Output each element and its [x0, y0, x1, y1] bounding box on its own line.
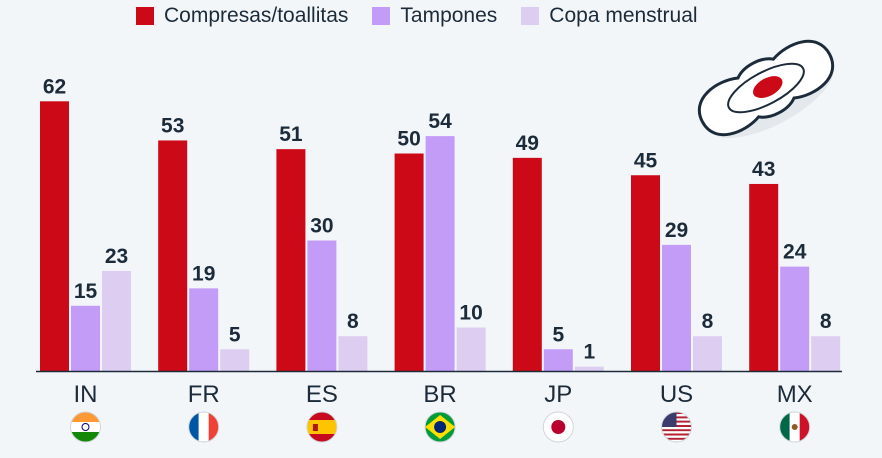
bar-compresas-in	[40, 101, 69, 372]
india-flag-icon	[70, 411, 101, 443]
bar-compresas-fr	[158, 140, 188, 371]
legend-label-copa: Copa menstrual	[549, 4, 698, 27]
bar-tampones-mx	[780, 266, 810, 371]
japan-flag-icon	[542, 411, 574, 443]
legend-label-compresas: Compresas/toallitas	[164, 4, 349, 27]
legend-swatch-compresas	[136, 7, 154, 25]
bar-tampones-jp	[543, 349, 573, 371]
bar-copa-jp	[574, 366, 604, 371]
legend-label-tampones: Tampones	[400, 4, 498, 27]
bar-compresas-mx	[749, 183, 779, 371]
category-label-us: US	[660, 381, 693, 408]
value-label-compresas-es: 51	[279, 123, 303, 146]
category-label-in: IN	[74, 381, 98, 408]
value-label-copa-in: 23	[105, 245, 128, 268]
legend-item-compresas: Compresas/toallitas	[136, 4, 348, 28]
mexico-flag-icon	[779, 411, 811, 443]
bar-tampones-br	[425, 136, 455, 371]
value-label-tampones-fr: 19	[192, 262, 215, 285]
bar-copa-us	[693, 336, 722, 371]
bar-copa-es	[338, 336, 368, 371]
value-label-copa-br: 10	[459, 302, 482, 325]
value-label-tampones-mx: 24	[783, 241, 807, 264]
brazil-flag-icon	[424, 411, 456, 443]
value-label-tampones-in: 15	[74, 280, 98, 303]
value-label-copa-jp: 1	[583, 341, 595, 364]
bar-copa-in	[102, 270, 131, 371]
value-label-tampones-es: 30	[310, 215, 333, 238]
value-label-copa-es: 8	[347, 310, 359, 333]
bar-compresas-us	[631, 175, 660, 371]
bar-tampones-in	[71, 305, 100, 371]
bar-copa-br	[456, 327, 486, 371]
category-label-jp: JP	[544, 381, 572, 408]
value-label-copa-fr: 5	[229, 323, 241, 346]
bar-tampones-es	[307, 240, 337, 371]
bar-compresas-jp	[512, 157, 542, 371]
value-label-compresas-in: 62	[43, 75, 66, 98]
france-flag-icon	[188, 411, 220, 443]
value-label-compresas-fr: 53	[161, 114, 184, 137]
value-label-compresas-mx: 43	[752, 158, 775, 181]
value-label-copa-mx: 8	[820, 310, 832, 333]
value-label-compresas-jp: 49	[516, 132, 539, 155]
spain-flag-icon	[306, 411, 338, 443]
legend-swatch-copa	[521, 7, 540, 25]
bar-copa-fr	[220, 349, 250, 371]
sanitary-pad-icon	[698, 39, 834, 138]
value-label-compresas-br: 50	[397, 128, 420, 151]
usa-flag-icon	[661, 411, 692, 443]
category-label-fr: FR	[188, 381, 220, 408]
plot-area: 621523IN53195FR51308ES505410BR4951JP4529…	[36, 75, 842, 443]
category-label-br: BR	[423, 381, 456, 408]
value-label-tampones-br: 54	[428, 110, 452, 133]
bar-compresas-es	[276, 149, 306, 371]
legend-item-tampones: Tampones	[372, 4, 497, 28]
legend: Compresas/toallitas Tampones Copa menstr…	[136, 4, 722, 28]
category-label-mx: MX	[777, 381, 813, 408]
legend-item-copa: Copa menstrual	[521, 4, 698, 28]
bar-compresas-br	[394, 153, 424, 371]
bar-tampones-us	[662, 244, 691, 371]
value-label-tampones-us: 29	[665, 219, 688, 242]
value-label-tampones-jp: 5	[552, 323, 564, 346]
bar-copa-mx	[811, 336, 841, 371]
value-label-copa-us: 8	[702, 310, 714, 333]
bar-tampones-fr	[189, 288, 219, 371]
legend-swatch-tampones	[372, 7, 391, 25]
category-label-es: ES	[306, 381, 338, 408]
value-label-compresas-us: 45	[634, 149, 658, 172]
